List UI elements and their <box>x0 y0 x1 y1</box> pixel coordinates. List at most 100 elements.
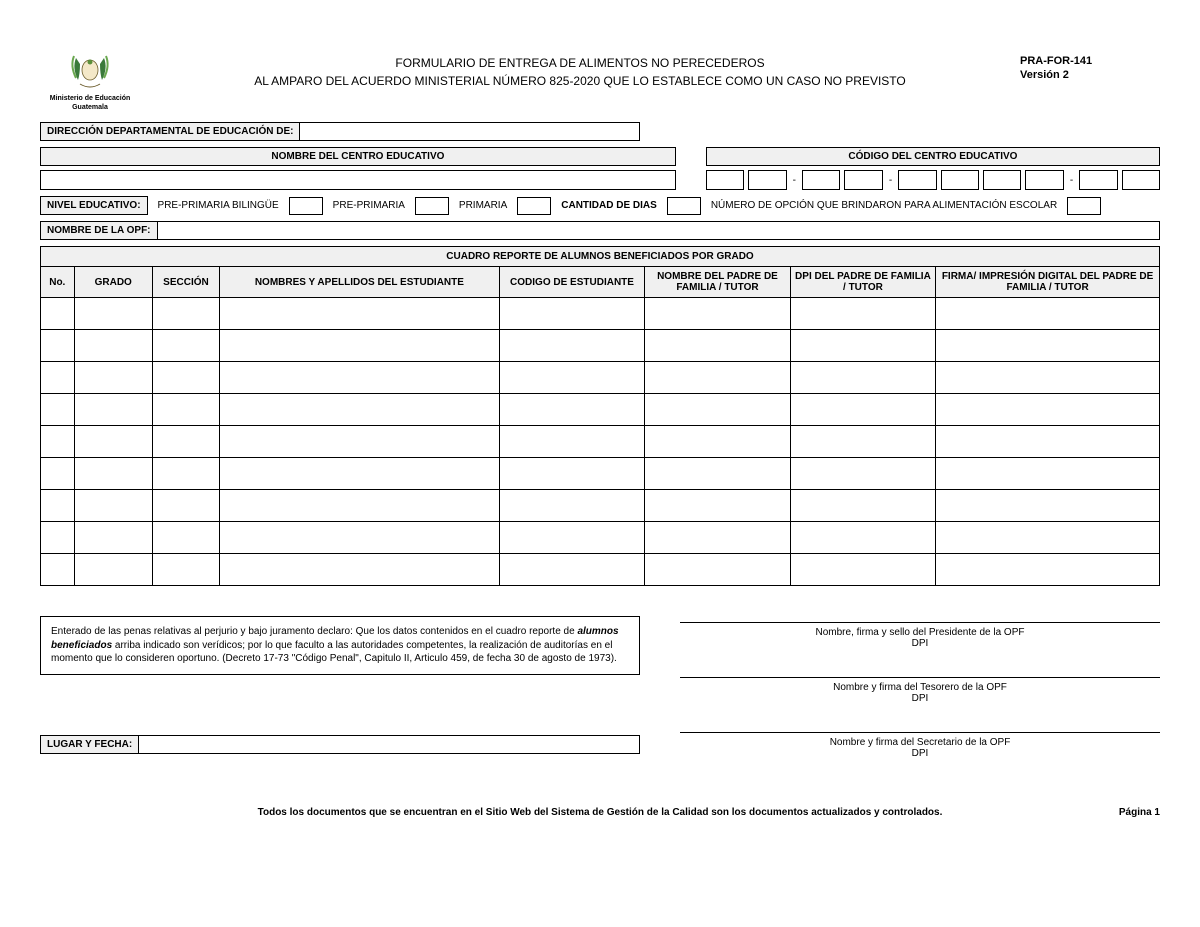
table-cell[interactable] <box>499 522 644 554</box>
table-cell[interactable] <box>41 362 75 394</box>
table-cell[interactable] <box>74 458 152 490</box>
table-cell[interactable] <box>645 490 790 522</box>
code-box[interactable] <box>941 170 979 190</box>
table-cell[interactable] <box>936 490 1160 522</box>
table-cell[interactable] <box>220 298 500 330</box>
table-cell[interactable] <box>790 330 935 362</box>
title-line-1: FORMULARIO DE ENTREGA DE ALIMENTOS NO PE… <box>140 54 1020 72</box>
code-box[interactable] <box>898 170 936 190</box>
table-cell[interactable] <box>220 490 500 522</box>
nivel-opt-1: PRE-PRIMARIA <box>333 200 405 211</box>
table-cell[interactable] <box>645 298 790 330</box>
table-cell[interactable] <box>220 330 500 362</box>
table-cell[interactable] <box>790 490 935 522</box>
table-cell[interactable] <box>74 394 152 426</box>
direccion-input[interactable] <box>300 122 640 141</box>
table-cell[interactable] <box>790 554 935 586</box>
nivel-check-2[interactable] <box>517 197 551 215</box>
table-cell[interactable] <box>499 298 644 330</box>
table-cell[interactable] <box>499 458 644 490</box>
table-cell[interactable] <box>74 362 152 394</box>
table-cell[interactable] <box>936 394 1160 426</box>
table-cell[interactable] <box>645 330 790 362</box>
table-cell[interactable] <box>152 522 219 554</box>
table-header-row: No.GRADOSECCIÓNNOMBRES Y APELLIDOS DEL E… <box>41 267 1160 298</box>
signatures-column: Nombre, firma y sello del Presidente de … <box>680 616 1160 787</box>
table-cell[interactable] <box>499 394 644 426</box>
table-cell[interactable] <box>936 458 1160 490</box>
table-cell[interactable] <box>41 298 75 330</box>
table-cell[interactable] <box>41 394 75 426</box>
table-cell[interactable] <box>220 426 500 458</box>
cantidad-dias-input[interactable] <box>667 197 701 215</box>
table-cell[interactable] <box>499 362 644 394</box>
table-cell[interactable] <box>645 554 790 586</box>
table-cell[interactable] <box>645 458 790 490</box>
table-cell[interactable] <box>41 490 75 522</box>
table-cell[interactable] <box>936 426 1160 458</box>
table-cell[interactable] <box>645 426 790 458</box>
table-cell[interactable] <box>152 426 219 458</box>
table-cell[interactable] <box>790 426 935 458</box>
table-cell[interactable] <box>936 298 1160 330</box>
code-box[interactable] <box>1025 170 1063 190</box>
table-cell[interactable] <box>220 394 500 426</box>
table-cell[interactable] <box>645 394 790 426</box>
code-box[interactable] <box>748 170 786 190</box>
code-box[interactable] <box>706 170 744 190</box>
col-header: NOMBRE DEL PADRE DE FAMILIA / TUTOR <box>645 267 790 298</box>
table-cell[interactable] <box>41 554 75 586</box>
code-box[interactable] <box>983 170 1021 190</box>
table-cell[interactable] <box>74 330 152 362</box>
table-cell[interactable] <box>790 394 935 426</box>
table-cell[interactable] <box>74 490 152 522</box>
signature-block: Nombre y firma del Tesorero de la OPFDPI <box>680 677 1160 704</box>
table-cell[interactable] <box>936 554 1160 586</box>
table-cell[interactable] <box>220 554 500 586</box>
table-cell[interactable] <box>152 394 219 426</box>
table-cell[interactable] <box>41 426 75 458</box>
table-cell[interactable] <box>41 330 75 362</box>
table-cell[interactable] <box>499 490 644 522</box>
table-cell[interactable] <box>74 298 152 330</box>
col-header: CODIGO DE ESTUDIANTE <box>499 267 644 298</box>
code-box[interactable] <box>844 170 882 190</box>
table-cell[interactable] <box>499 554 644 586</box>
table-cell[interactable] <box>936 330 1160 362</box>
table-cell[interactable] <box>936 522 1160 554</box>
table-cell[interactable] <box>220 458 500 490</box>
signature-block: Nombre y firma del Secretario de la OPFD… <box>680 732 1160 759</box>
table-cell[interactable] <box>152 362 219 394</box>
table-cell[interactable] <box>152 330 219 362</box>
table-cell[interactable] <box>220 362 500 394</box>
code-box[interactable] <box>1079 170 1117 190</box>
opf-input[interactable] <box>158 221 1160 240</box>
table-cell[interactable] <box>74 426 152 458</box>
table-cell[interactable] <box>645 522 790 554</box>
table-cell[interactable] <box>152 554 219 586</box>
table-cell[interactable] <box>74 522 152 554</box>
table-cell[interactable] <box>645 362 790 394</box>
code-box[interactable] <box>802 170 840 190</box>
table-cell[interactable] <box>790 362 935 394</box>
nombre-centro-input[interactable] <box>40 170 676 190</box>
table-cell[interactable] <box>152 490 219 522</box>
table-cell[interactable] <box>41 522 75 554</box>
table-cell[interactable] <box>790 298 935 330</box>
table-cell[interactable] <box>220 522 500 554</box>
table-cell[interactable] <box>74 554 152 586</box>
nivel-check-1[interactable] <box>415 197 449 215</box>
table-row <box>41 330 1160 362</box>
table-cell[interactable] <box>499 426 644 458</box>
table-cell[interactable] <box>790 522 935 554</box>
table-cell[interactable] <box>152 458 219 490</box>
numero-opcion-input[interactable] <box>1067 197 1101 215</box>
lugar-fecha-input[interactable] <box>139 735 640 754</box>
table-cell[interactable] <box>41 458 75 490</box>
nivel-check-0[interactable] <box>289 197 323 215</box>
table-cell[interactable] <box>152 298 219 330</box>
table-cell[interactable] <box>499 330 644 362</box>
table-cell[interactable] <box>936 362 1160 394</box>
code-box[interactable] <box>1122 170 1160 190</box>
table-cell[interactable] <box>790 458 935 490</box>
